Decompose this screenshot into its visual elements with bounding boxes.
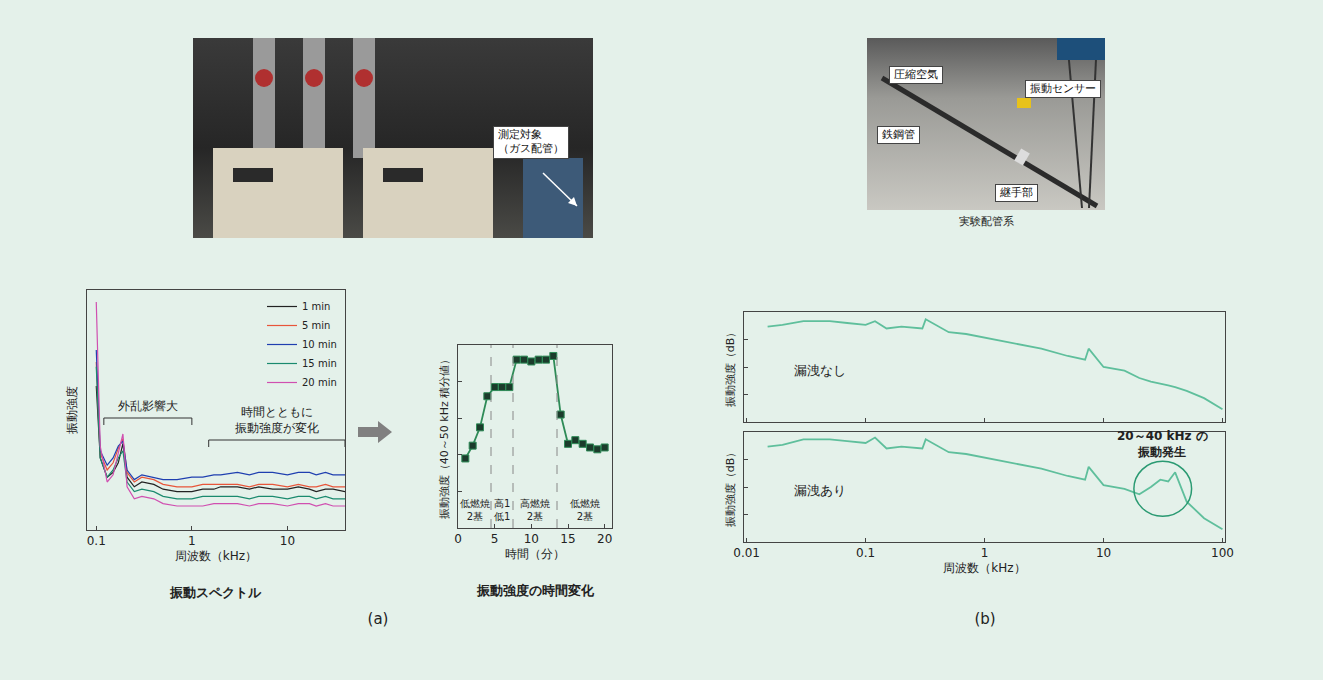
svg-text:周波数（kHz）: 周波数（kHz） [943, 561, 1025, 575]
svg-text:0: 0 [454, 532, 462, 546]
html-text:(b): (b) [974, 610, 996, 628]
svg-text:5 min: 5 min [302, 320, 330, 331]
svg-text:高1低1: 高1低1 [494, 498, 510, 522]
svg-text:5: 5 [491, 532, 499, 546]
svg-text:20 min: 20 min [302, 377, 337, 388]
svg-text:100: 100 [1211, 546, 1234, 560]
svg-text:15 min: 15 min [302, 358, 337, 369]
svg-text:20～40 kHz の振動発生: 20～40 kHz の振動発生 [1117, 429, 1208, 459]
html-text:継手部: 継手部 [1000, 186, 1033, 199]
svg-text:漏洩なし: 漏洩なし [794, 363, 846, 378]
svg-text:10: 10 [280, 534, 295, 548]
svg-text:高燃焼2基: 高燃焼2基 [520, 498, 550, 522]
html-text:（ガス配管）: （ガス配管） [498, 142, 564, 156]
svg-text:0.01: 0.01 [733, 546, 760, 560]
svg-text:時間とともに振動強度が変化: 時間とともに振動強度が変化 [235, 405, 319, 435]
svg-text:低燃焼2基: 低燃焼2基 [460, 498, 490, 522]
svg-text:振動強度の時間変化: 振動強度の時間変化 [476, 583, 595, 598]
svg-text:20: 20 [597, 532, 612, 546]
svg-text:低燃焼2基: 低燃焼2基 [570, 498, 600, 522]
svg-text:振動強度: 振動強度 [65, 386, 79, 434]
svg-text:1: 1 [981, 546, 989, 560]
svg-text:0.1: 0.1 [856, 546, 875, 560]
svg-text:10: 10 [1096, 546, 1111, 560]
html-text:鉄鋼管: 鉄鋼管 [882, 128, 915, 141]
html-text:測定対象: 測定対象 [498, 128, 542, 141]
svg-text:外乱影響大: 外乱影響大 [118, 399, 178, 413]
html-text:振動センサー: 振動センサー [1030, 82, 1096, 95]
svg-text:10: 10 [524, 532, 539, 546]
svg-text:10 min: 10 min [302, 339, 337, 350]
html-text:圧縮空気: 圧縮空気 [894, 68, 938, 81]
svg-text:時間（分）: 時間（分） [505, 547, 565, 561]
svg-text:振動強度（dB）: 振動強度（dB） [724, 327, 737, 408]
svg-text:1 min: 1 min [302, 301, 330, 312]
svg-text:漏洩あり: 漏洩あり [794, 483, 846, 498]
svg-text:15: 15 [560, 532, 575, 546]
svg-text:振動スペクトル: 振動スペクトル [169, 585, 262, 600]
svg-text:振動強度（40～50 kHz 積分値）: 振動強度（40～50 kHz 積分値） [438, 354, 451, 519]
html-text:実験配管系: 実験配管系 [958, 215, 1014, 228]
svg-text:周波数（kHz）: 周波数（kHz） [175, 549, 257, 563]
svg-text:0.1: 0.1 [87, 534, 106, 548]
svg-text:振動強度（dB）: 振動強度（dB） [724, 447, 737, 528]
html-text:(a): (a) [367, 610, 389, 628]
svg-text:1: 1 [188, 534, 196, 548]
